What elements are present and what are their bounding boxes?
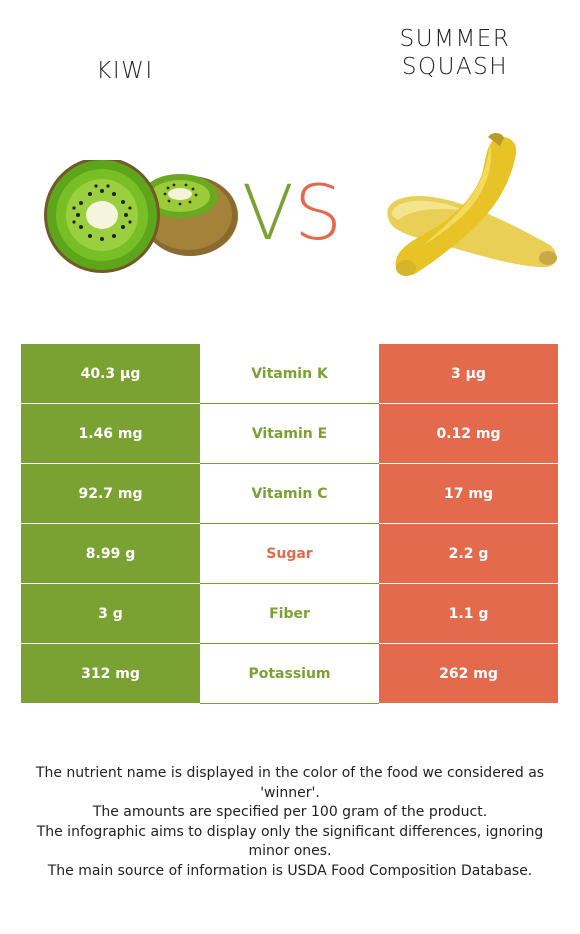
nutrient-name: Vitamin K [200, 344, 379, 404]
left-value: 8.99 g [21, 524, 200, 584]
right-food-title: SUMMER SQUASH [399, 26, 511, 80]
summer-squash-image [387, 132, 557, 276]
table-row: 1.46 mg Vitamin E 0.12 mg [21, 404, 558, 464]
right-value: 0.12 mg [379, 404, 558, 464]
right-value: 262 mg [379, 644, 558, 704]
vs-label: VS [232, 168, 352, 258]
footnote-significance: The infographic aims to display only the… [36, 823, 544, 860]
nutrient-name: Vitamin C [200, 464, 379, 524]
table-row: 40.3 µg Vitamin K 3 µg [21, 344, 558, 404]
left-value: 1.46 mg [21, 404, 200, 464]
right-value: 17 mg [379, 464, 558, 524]
table-row: 3 g Fiber 1.1 g [21, 584, 558, 644]
nutrient-name: Vitamin E [200, 404, 379, 464]
nutrient-name: Sugar [200, 524, 379, 584]
footnote-amounts: The amounts are specified per 100 gram o… [92, 804, 488, 820]
left-food-title: KIWI [96, 58, 154, 84]
kiwi-image [44, 160, 238, 273]
footnote-winner: The nutrient name is displayed in the co… [35, 765, 545, 801]
left-value: 92.7 mg [21, 464, 200, 524]
left-value: 40.3 µg [21, 344, 200, 404]
table-row: 92.7 mg Vitamin C 17 mg [21, 464, 558, 524]
footnote-source: The main source of information is USDA F… [47, 862, 533, 879]
vs-s: S [293, 168, 343, 257]
nutrient-name: Potassium [200, 644, 379, 704]
nutrient-comparison-table: 40.3 µg Vitamin K 3 µg 1.46 mg Vitamin E… [21, 344, 558, 704]
footnotes: The nutrient name is displayed in the co… [20, 764, 560, 881]
left-value: 3 g [21, 584, 200, 644]
table-row: 312 mg Potassium 262 mg [21, 644, 558, 704]
vs-v: V [241, 168, 294, 257]
right-value: 3 µg [379, 344, 558, 404]
right-value: 2.2 g [379, 524, 558, 584]
right-value: 1.1 g [379, 584, 558, 644]
left-value: 312 mg [21, 644, 200, 704]
table-row: 8.99 g Sugar 2.2 g [21, 524, 558, 584]
nutrient-name: Fiber [200, 584, 379, 644]
